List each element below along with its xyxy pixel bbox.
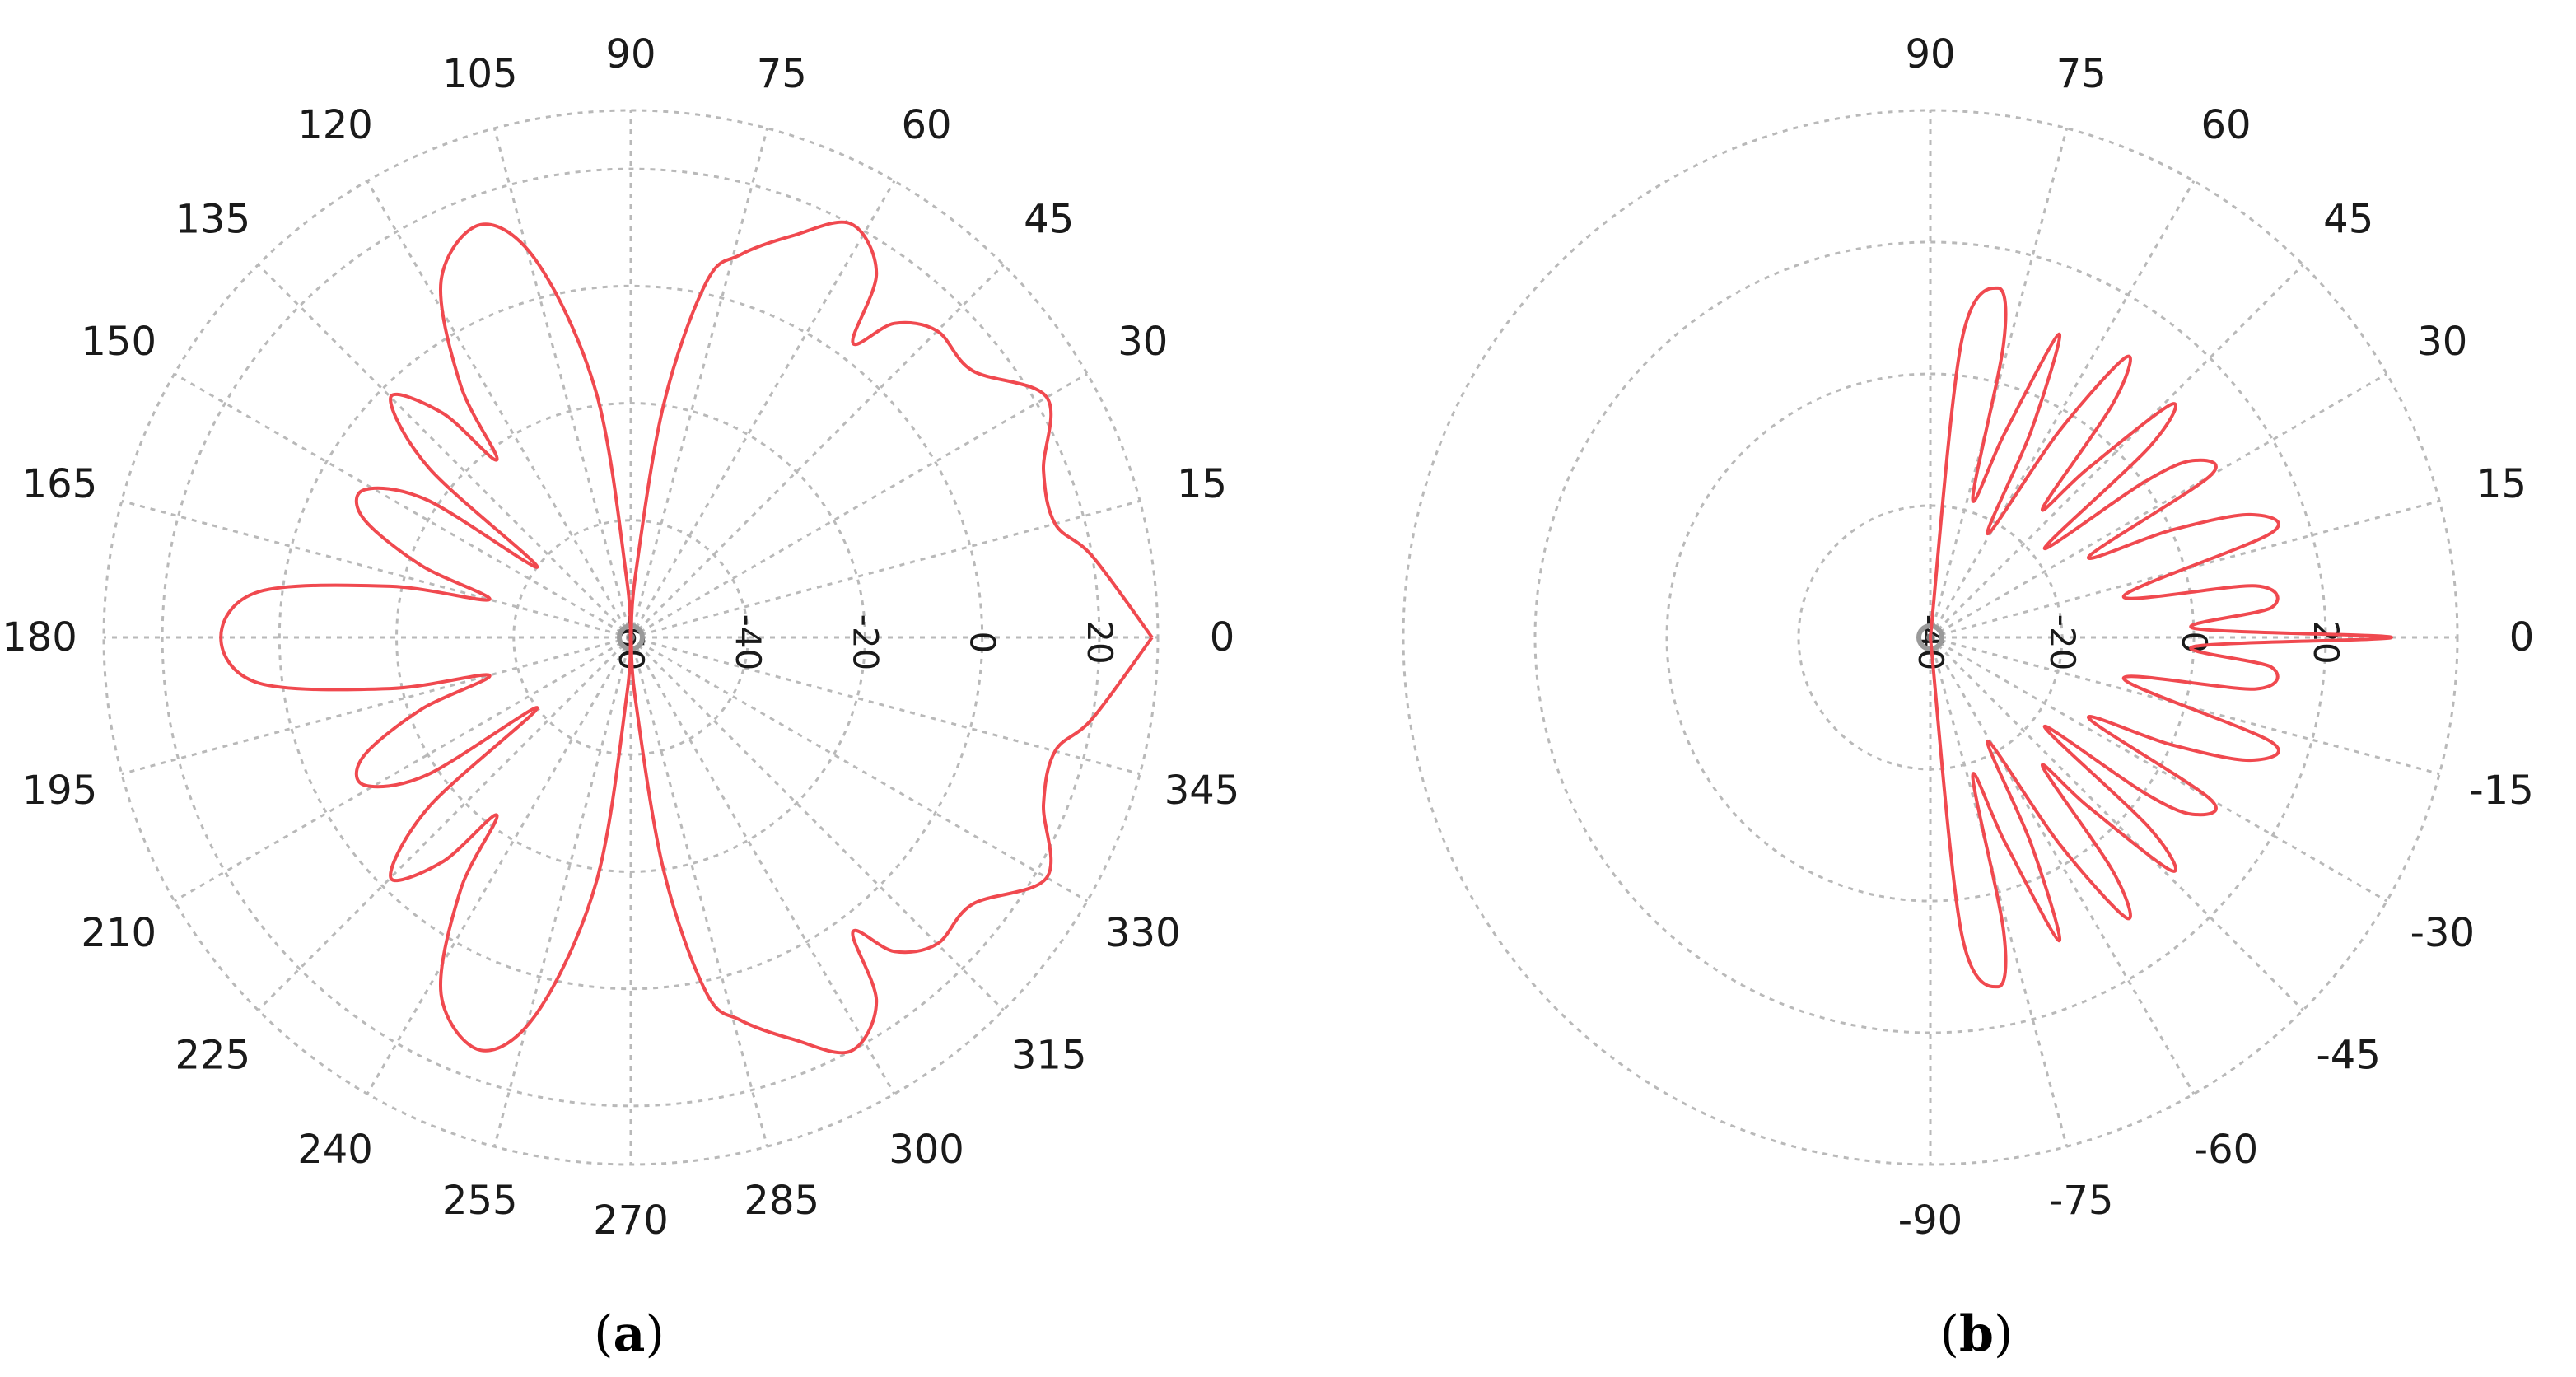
angle-tick-label: 345 [1164,768,1240,814]
grid-spoke [492,128,632,638]
angle-tick-label: 15 [2476,461,2527,507]
grid-spoke [629,636,1005,1011]
grid-spoke [630,636,1089,903]
angle-tick-label: 150 [81,319,156,365]
angle-tick-label: 75 [2056,51,2107,97]
radial-tick-label: -20 [2042,614,2083,671]
grid-ring [1665,372,2196,903]
grid-spoke [630,372,1089,639]
radial-tick-label: -40 [728,614,768,671]
grid-ring [1533,240,2327,1034]
grid-spoke [1929,180,2196,638]
grid-ring [161,167,1101,1108]
grid-spoke [629,264,1005,639]
angle-tick-label: 0 [1210,614,1235,660]
radial-tick-label: 0 [963,632,1003,654]
angle-tick-label: 75 [757,51,807,97]
angle-tick-label: 225 [175,1033,250,1079]
angle-tick-label: -45 [2316,1033,2380,1079]
angle-tick-label: 60 [2200,102,2251,148]
angle-tick-label: -90 [1898,1197,1962,1244]
grid-spoke [629,637,896,1095]
angle-tick-label: 210 [81,910,156,956]
angle-tick-label: 300 [889,1127,964,1173]
radial-tick-label: 20 [1080,620,1120,664]
grid-spoke [366,180,632,638]
caption-b: (b) [1940,1305,2014,1363]
angle-tick-label: 165 [22,461,98,507]
angle-tick-label: 60 [901,102,951,148]
grid-spoke [1929,637,2196,1095]
grid-spoke [366,637,632,1095]
grid-spoke [1929,637,2069,1147]
angle-tick-label: -75 [2049,1178,2113,1224]
radiation-pattern-line [1929,286,2393,989]
angle-tick-label: 135 [175,196,250,242]
grid-spoke [629,180,896,638]
angle-tick-label: 285 [744,1178,819,1224]
angle-tick-label: 30 [1118,319,1168,365]
angle-tick-label: 45 [1024,196,1074,242]
grid-ring [512,519,749,756]
grid-spoke [629,128,769,638]
angle-tick-label: 315 [1011,1033,1087,1079]
angle-tick-label: -30 [2410,910,2475,956]
angle-tick-label: 180 [2,614,77,660]
radial-tick-label: -20 [845,614,885,671]
grid-spoke [1929,636,2304,1011]
caption-a: (a) [594,1305,665,1363]
angle-tick-label: 45 [2323,196,2373,242]
angle-tick-label: 330 [1105,910,1181,956]
grid-ring [395,402,866,873]
grid-spoke [1930,499,2440,639]
grid-spoke [257,636,632,1011]
polar-chart-a: 0 15 30 45 60 75 90 105 120 135 150 165 180 195 210 225… [2,31,1239,1244]
grid-spoke [1930,636,2440,776]
grid-spoke [1930,636,2388,903]
grid-spoke [629,637,769,1147]
angle-tick-label: 90 [1905,31,1955,77]
angle-tick-label: 120 [297,102,373,148]
angle-tick-label: 30 [2417,319,2467,365]
radiation-pattern-line [219,220,1154,1055]
grid-spoke [121,636,632,776]
angle-tick-label: 255 [442,1178,518,1224]
grid-spoke [121,499,632,639]
grid-spoke [492,637,632,1147]
grid-spoke [1929,128,2069,638]
angle-tick-label: 270 [593,1197,669,1244]
angle-tick-label: 105 [442,51,518,97]
grid-ring [278,284,984,991]
grid-spoke [173,636,632,903]
grid-spoke [1930,372,2388,639]
angle-tick-label: 0 [2509,614,2535,660]
grid-spoke [173,372,632,639]
angle-tick-label: 15 [1177,461,1227,507]
grid-spoke [257,264,632,639]
angle-tick-label: 240 [297,1127,373,1173]
angle-tick-label: -60 [2194,1127,2258,1173]
angle-tick-label: -15 [2469,768,2533,814]
grid-spoke [1929,264,2304,639]
angle-tick-label: 90 [605,31,656,77]
angle-tick-label: 195 [22,768,98,814]
